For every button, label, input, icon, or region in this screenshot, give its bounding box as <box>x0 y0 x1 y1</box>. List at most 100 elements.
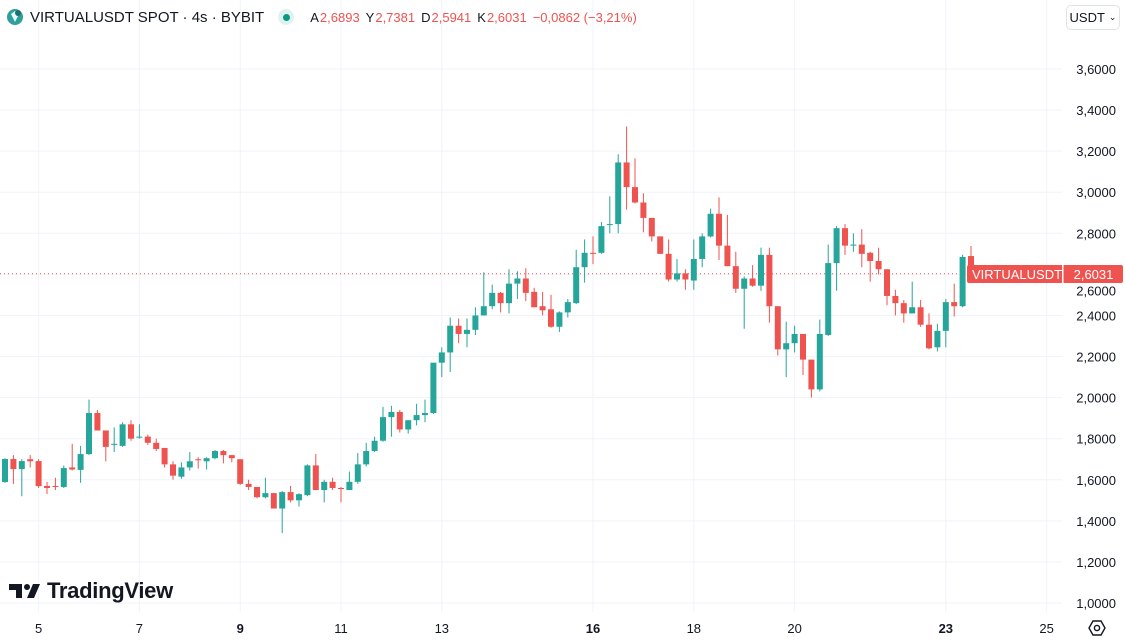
candle-down <box>716 197 722 261</box>
y-tick-label: 1,2000 <box>1076 555 1116 570</box>
candle-up <box>380 406 386 442</box>
candle-body <box>926 324 932 349</box>
candle-body <box>296 494 302 501</box>
candle-body <box>875 261 882 270</box>
candle-up <box>514 271 521 300</box>
candle-down <box>195 457 202 469</box>
candle-body <box>119 424 126 446</box>
candle-down <box>749 265 756 287</box>
candle-down <box>497 291 504 313</box>
candle-down <box>270 493 277 509</box>
candle-body <box>144 436 151 443</box>
candle-body <box>825 263 832 335</box>
candle-down <box>44 481 50 495</box>
symbol-title[interactable]: VIRTUALUSDT SPOT · 4s · BYBIT <box>30 8 265 26</box>
candle-body <box>598 226 605 253</box>
x-tick-label: 5 <box>35 621 42 636</box>
candle-body <box>808 359 815 390</box>
candle-up <box>480 272 487 316</box>
candle-up <box>464 318 470 348</box>
y-tick-label: 1,6000 <box>1076 473 1116 488</box>
candle-up <box>825 244 832 336</box>
candle-body <box>237 459 244 484</box>
candle-body <box>94 413 101 431</box>
candle-down <box>590 236 596 265</box>
candle-body <box>539 306 546 311</box>
candle-body <box>892 295 899 304</box>
candle-up <box>363 442 370 467</box>
candle-body <box>203 458 210 462</box>
candle-down <box>94 409 101 431</box>
candle-down <box>254 486 260 499</box>
market-open-dot-icon <box>278 9 295 25</box>
candle-up <box>430 362 437 415</box>
candle-body <box>707 213 714 237</box>
candle-down <box>144 434 151 445</box>
candle-body <box>724 245 731 267</box>
currency-value: USDT <box>1069 10 1105 25</box>
gear-icon[interactable] <box>1087 618 1107 638</box>
candle-body <box>279 492 286 509</box>
candle-body <box>531 291 538 308</box>
candle-body <box>304 465 311 496</box>
candle-down <box>522 268 529 302</box>
high-number: 2,7381 <box>375 9 416 25</box>
candle-up <box>489 284 496 310</box>
candle-up <box>606 196 613 234</box>
low-value: D2,5941 <box>421 10 471 25</box>
candle-body <box>178 467 185 477</box>
candle-down <box>548 294 554 328</box>
candle-body <box>388 411 395 418</box>
price-change: −0,0862 (−3,21%) <box>532 9 637 25</box>
candle-body <box>10 459 17 470</box>
candle-up <box>909 281 916 314</box>
candle-body <box>153 442 160 449</box>
candle-body <box>716 213 722 246</box>
candle-body <box>632 187 638 203</box>
candle-body <box>900 303 907 314</box>
candle-body <box>161 447 168 465</box>
candle-down <box>665 239 672 282</box>
candle-down <box>27 455 34 468</box>
last-price-value-label: 2,6031 <box>1063 265 1123 283</box>
candle-up <box>556 311 563 332</box>
candle-up <box>791 325 798 353</box>
x-tick-label: 18 <box>687 621 701 636</box>
y-tick-label: 1,4000 <box>1076 514 1116 529</box>
candle-down <box>69 443 76 471</box>
y-tick-label: 2,8000 <box>1076 226 1116 241</box>
candle-up <box>573 249 580 305</box>
candle-down <box>842 224 848 255</box>
x-tick-label: 11 <box>334 621 348 636</box>
tradingview-logo[interactable]: TradingView <box>9 578 173 604</box>
candle-down <box>329 477 336 491</box>
currency-select[interactable]: USDT ⌄ <box>1066 5 1120 30</box>
candle-body <box>405 420 412 430</box>
candle-up <box>136 424 143 439</box>
candle-body <box>312 465 319 491</box>
candle-body <box>665 253 672 280</box>
candle-body <box>262 493 269 498</box>
candle-down <box>951 283 958 317</box>
candle-body <box>321 481 328 491</box>
candle-body <box>354 464 361 482</box>
candle-body <box>699 236 706 259</box>
candle-body <box>497 292 504 304</box>
candle-down <box>237 459 244 485</box>
candle-up <box>405 420 412 434</box>
candle-body <box>850 244 857 246</box>
candle-down <box>338 486 344 503</box>
candle-body <box>464 329 470 334</box>
candle-body <box>522 278 529 293</box>
candle-down <box>128 420 134 441</box>
candle-body <box>472 315 479 330</box>
y-tick-label: 3,4000 <box>1076 103 1116 118</box>
candle-up <box>833 226 840 291</box>
candle-down <box>808 359 815 398</box>
candle-body <box>338 487 344 490</box>
candle-body <box>86 413 92 455</box>
candle-down <box>800 333 806 376</box>
candle-body <box>934 330 941 348</box>
x-tick-label: 9 <box>237 621 244 636</box>
